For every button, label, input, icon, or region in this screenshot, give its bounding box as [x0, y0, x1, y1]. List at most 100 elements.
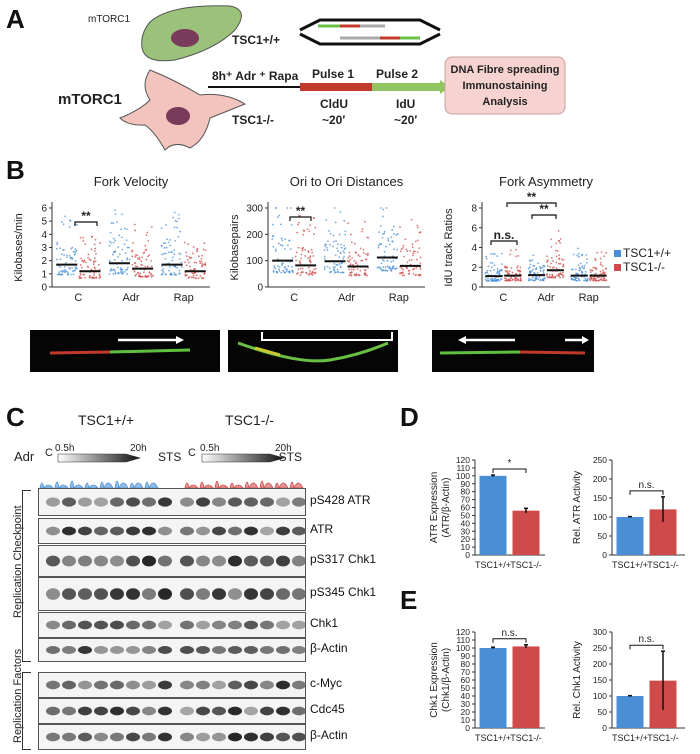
blot-band	[142, 555, 156, 567]
significance-label: n.s.	[501, 628, 517, 639]
data-point	[314, 267, 317, 270]
data-point	[365, 253, 367, 256]
sts-label: STS	[158, 450, 181, 464]
data-point	[184, 261, 186, 264]
data-point	[194, 268, 197, 271]
data-point	[86, 265, 89, 268]
bar	[616, 696, 644, 728]
blot-band	[142, 497, 156, 507]
data-point	[350, 268, 353, 271]
data-point	[174, 239, 176, 242]
data-point	[349, 258, 352, 261]
data-point	[560, 258, 563, 261]
data-point	[69, 257, 72, 260]
data-point	[590, 269, 593, 272]
data-point	[79, 274, 82, 276]
blot-band	[110, 555, 124, 567]
blot-lane	[38, 577, 306, 611]
facs-profile	[114, 480, 129, 490]
data-point	[381, 215, 384, 218]
data-point	[561, 265, 564, 268]
data-point	[74, 259, 77, 262]
blot-band	[110, 706, 124, 716]
blot-band	[212, 497, 226, 507]
fibre-track	[439, 350, 521, 355]
data-point	[173, 273, 176, 276]
data-point	[141, 256, 144, 259]
data-point	[163, 252, 165, 255]
data-point	[298, 221, 300, 224]
y-tick-label: 4	[471, 243, 477, 254]
data-point	[418, 231, 421, 234]
data-point	[75, 249, 78, 252]
data-point	[173, 211, 176, 214]
data-point	[72, 251, 75, 253]
data-point	[573, 276, 575, 279]
data-point	[336, 268, 339, 271]
data-point	[204, 249, 207, 252]
data-point	[308, 230, 311, 233]
blot-band	[94, 732, 108, 742]
data-point	[114, 271, 117, 274]
data-point	[583, 264, 586, 267]
data-point	[343, 244, 346, 247]
blot-band	[158, 526, 172, 536]
facs-profile	[69, 480, 84, 490]
data-point	[386, 269, 389, 272]
y-axis-label: (ATR/β-Actin)	[441, 477, 452, 537]
data-point	[71, 256, 73, 259]
data-point	[390, 260, 393, 263]
blot-band	[158, 646, 172, 654]
data-point	[379, 207, 382, 209]
data-point	[487, 265, 490, 268]
blot-band	[180, 497, 194, 507]
x-tick-label: C	[499, 292, 507, 304]
y-axis-label: ATR Expression	[429, 472, 440, 544]
data-point	[275, 250, 277, 253]
blot-band	[158, 620, 172, 630]
pulse1-label: Pulse 1	[312, 67, 354, 81]
data-point	[126, 266, 129, 269]
data-point	[603, 255, 606, 258]
data-point	[62, 223, 65, 226]
data-point	[555, 255, 558, 258]
data-point	[393, 268, 396, 270]
data-point	[511, 279, 514, 281]
x-tick-label: Rap	[389, 292, 409, 304]
data-point	[542, 272, 545, 274]
data-point	[329, 244, 331, 246]
blot-band	[46, 646, 60, 654]
data-point	[70, 273, 72, 276]
data-point	[387, 239, 390, 242]
data-point	[555, 242, 558, 245]
data-point	[170, 251, 172, 254]
data-point	[336, 271, 339, 274]
data-point	[121, 248, 124, 251]
data-point	[66, 270, 69, 273]
data-point	[388, 243, 391, 246]
data-point	[338, 256, 341, 259]
data-point	[84, 243, 87, 246]
data-point	[301, 249, 304, 252]
data-point	[80, 257, 82, 260]
data-point	[557, 272, 560, 275]
data-point	[348, 260, 351, 263]
time2-label: ~20′	[394, 113, 417, 127]
blot-band	[196, 497, 210, 507]
blot-band	[126, 680, 140, 690]
data-point	[364, 274, 367, 277]
y-tick-label: 100	[593, 512, 607, 522]
data-point	[391, 267, 393, 270]
data-point	[78, 275, 81, 278]
y-tick-label: 100	[246, 256, 263, 267]
data-point	[486, 269, 489, 272]
data-point	[399, 250, 402, 253]
blot-band	[244, 646, 258, 654]
data-point	[121, 268, 124, 271]
data-point	[84, 261, 87, 264]
data-point	[404, 238, 407, 241]
data-point	[147, 255, 149, 258]
y-axis-label: (Chk1/β-Actin)	[441, 648, 452, 712]
data-point	[74, 252, 77, 255]
blot-band	[228, 646, 242, 654]
